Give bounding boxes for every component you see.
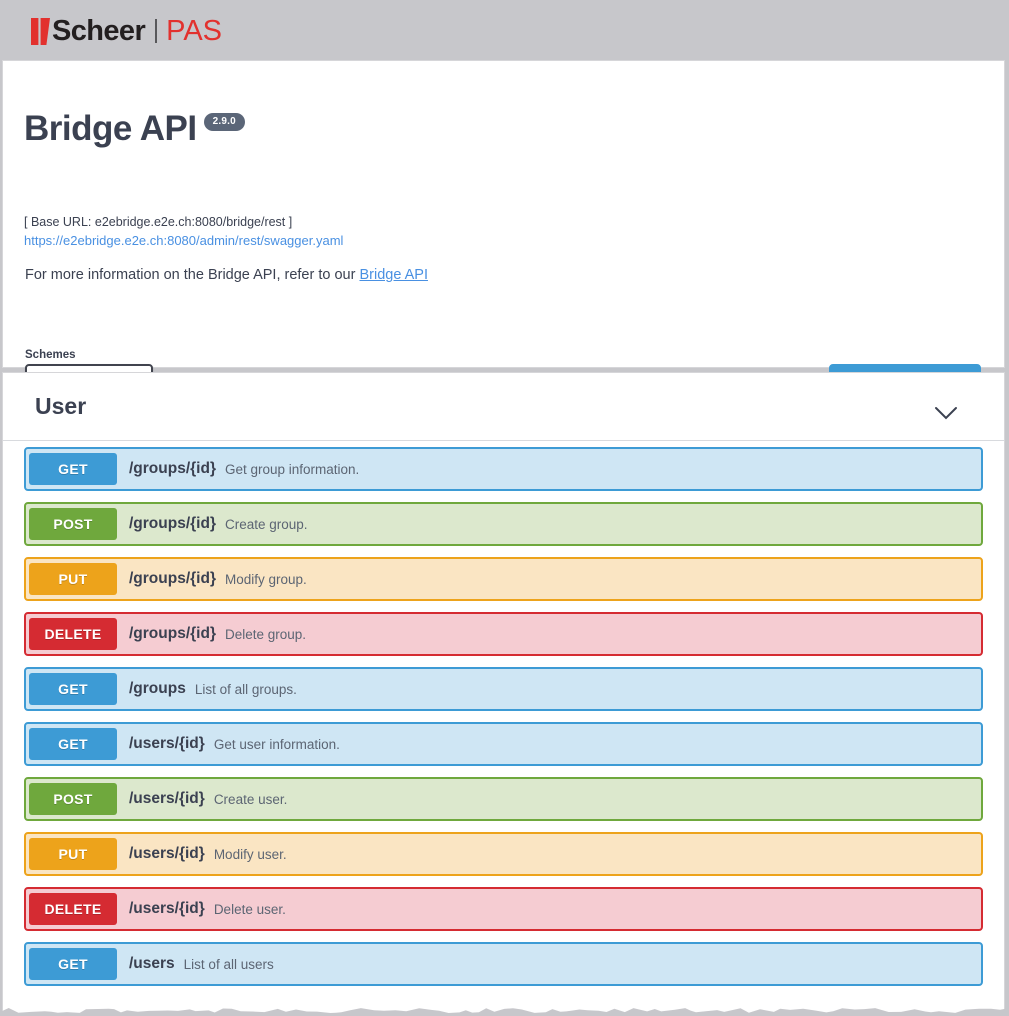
version-badge: 2.9.0: [204, 113, 245, 131]
operation-path: /users/{id}: [129, 790, 205, 808]
operation-path: /groups/{id}: [129, 570, 216, 588]
brand-name: Scheer: [52, 17, 145, 46]
operation-summary: Delete group.: [225, 627, 306, 642]
brand-divider: [155, 19, 157, 43]
scheer-logo-mark-icon: [31, 18, 50, 45]
chevron-down-icon[interactable]: [934, 406, 958, 420]
operation-path: /users/{id}: [129, 735, 205, 753]
operation-row[interactable]: PUT/users/{id} Modify user.: [24, 832, 983, 876]
page-title: Bridge API: [24, 111, 197, 146]
operation-path: /groups/{id}: [129, 625, 216, 643]
operation-summary: Modify user.: [214, 847, 287, 862]
operation-path: /users/{id}: [129, 900, 205, 918]
operation-path: /groups/{id}: [129, 460, 216, 478]
operation-summary: Get group information.: [225, 462, 359, 477]
base-url: [ Base URL: e2ebridge.e2e.ch:8080/bridge…: [24, 215, 292, 229]
operation-method-badge: GET: [29, 728, 117, 760]
brand-product: PAS: [166, 17, 222, 46]
operation-summary: Create user.: [214, 792, 288, 807]
operation-method-badge: DELETE: [29, 893, 117, 925]
swagger-spec-link[interactable]: https://e2ebridge.e2e.ch:8080/admin/rest…: [24, 233, 343, 248]
operation-summary: Get user information.: [214, 737, 340, 752]
brand-header: Scheer PAS: [0, 0, 1009, 60]
api-title-row: Bridge API 2.9.0: [24, 111, 245, 146]
operation-path: /users/{id}: [129, 845, 205, 863]
operation-row[interactable]: GET/groups List of all groups.: [24, 667, 983, 711]
operation-row[interactable]: GET/groups/{id} Get group information.: [24, 447, 983, 491]
operation-path: /groups: [129, 680, 186, 698]
operation-summary: List of all groups.: [195, 682, 297, 697]
operation-row[interactable]: PUT/groups/{id} Modify group.: [24, 557, 983, 601]
api-description-text: For more information on the Bridge API, …: [25, 267, 359, 283]
api-description: For more information on the Bridge API, …: [25, 267, 428, 283]
operation-row[interactable]: POST/groups/{id} Create group.: [24, 502, 983, 546]
scheer-pas-logo: Scheer PAS: [31, 17, 222, 46]
operation-row[interactable]: POST/users/{id} Create user.: [24, 777, 983, 821]
tag-header-user[interactable]: User: [3, 373, 1004, 441]
operation-row[interactable]: GET/users List of all users: [24, 942, 983, 986]
operation-row[interactable]: DELETE/groups/{id} Delete group.: [24, 612, 983, 656]
operation-method-badge: PUT: [29, 838, 117, 870]
operations-list: GET/groups/{id} Get group information. POS…: [3, 447, 1004, 997]
tag-name: User: [35, 393, 86, 420]
operation-method-badge: POST: [29, 783, 117, 815]
operation-method-badge: PUT: [29, 563, 117, 595]
operation-path: /groups/{id}: [129, 515, 216, 533]
operation-summary: List of all users: [184, 957, 274, 972]
operation-method-badge: GET: [29, 673, 117, 705]
operation-summary: Create group.: [225, 517, 308, 532]
operation-method-badge: POST: [29, 508, 117, 540]
operation-row[interactable]: GET/users/{id} Get user information.: [24, 722, 983, 766]
swagger-ui-page: Scheer PAS Bridge API 2.9.0 [ Base URL: …: [0, 0, 1009, 1016]
operation-method-badge: GET: [29, 453, 117, 485]
api-info-panel: Bridge API 2.9.0 [ Base URL: e2ebridge.e…: [2, 60, 1005, 368]
schemes-label: Schemes: [25, 349, 76, 361]
operations-panel: User GET/groups/{id} Get group informatio…: [2, 372, 1005, 1016]
operation-row[interactable]: DELETE/users/{id} Delete user.: [24, 887, 983, 931]
operation-summary: Modify group.: [225, 572, 307, 587]
operation-method-badge: GET: [29, 948, 117, 980]
bridge-api-doc-link[interactable]: Bridge API: [359, 267, 428, 283]
operation-method-badge: DELETE: [29, 618, 117, 650]
operation-path: /users: [129, 955, 175, 973]
operation-summary: Delete user.: [214, 902, 286, 917]
